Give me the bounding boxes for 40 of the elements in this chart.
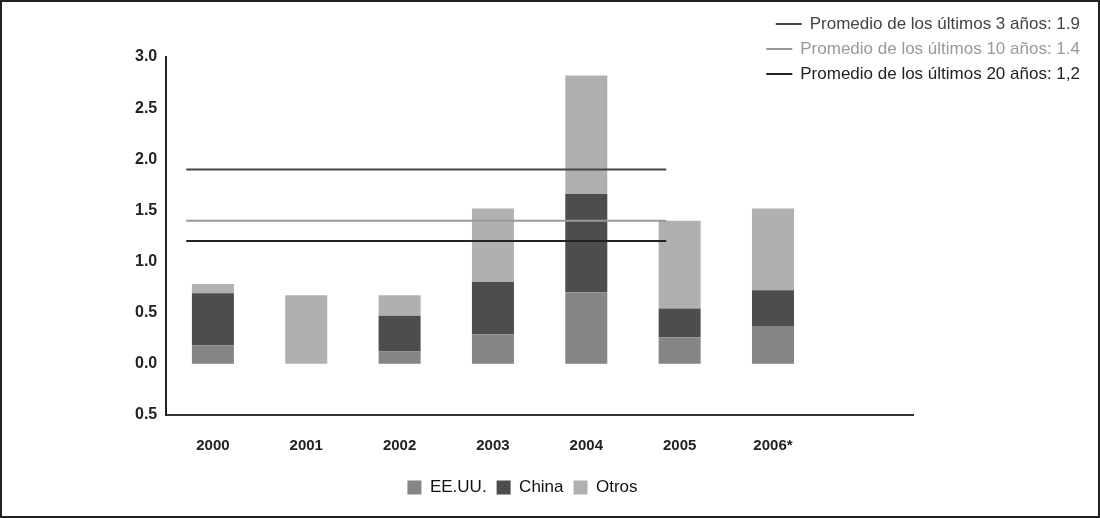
y-tick-label: 0.0 <box>134 354 158 372</box>
legend-label: Promedio de los últimos 3 años: 1.9 <box>809 13 1080 33</box>
legend-label: China <box>519 477 565 497</box>
x-tick-label: 2001 <box>289 436 323 454</box>
legend-label: Otros <box>596 477 638 497</box>
bar <box>658 220 701 309</box>
bar <box>378 351 421 364</box>
x-tick-label: 2004 <box>569 436 604 454</box>
y-tick-label: 2.0 <box>134 149 158 167</box>
bar <box>751 326 794 364</box>
y-tick-label: 1.0 <box>134 251 158 269</box>
bar <box>191 293 234 346</box>
y-tick-label: 3.0 <box>134 47 158 65</box>
bar <box>565 194 608 293</box>
bar <box>565 75 608 195</box>
x-tick-label: 2006* <box>753 436 793 454</box>
bar <box>378 295 421 316</box>
bar <box>751 208 794 291</box>
y-tick-label: 0.5 <box>134 405 158 423</box>
bar <box>751 290 794 327</box>
legend-label: EE.UU. <box>429 477 487 497</box>
bar <box>285 295 328 364</box>
y-tick-label: 0.5 <box>134 303 158 321</box>
bar <box>191 284 234 294</box>
bar <box>191 345 234 364</box>
legend-label: Promedio de los últimos 10 años: 1.4 <box>800 38 1080 58</box>
bar <box>378 315 421 352</box>
bar <box>471 282 514 335</box>
bar <box>658 308 701 338</box>
y-tick-label: 2.5 <box>134 98 158 116</box>
bar <box>565 292 608 364</box>
x-tick-label: 2005 <box>662 436 697 454</box>
x-tick-label: 2002 <box>382 436 417 454</box>
x-tick-label: 2000 <box>196 436 230 454</box>
x-tick-label: 2003 <box>476 436 510 454</box>
y-tick-label: 1.5 <box>134 200 158 218</box>
bar <box>471 208 514 283</box>
bar <box>658 337 701 364</box>
legend-label: Promedio de los últimos 20 años: 1,2 <box>800 63 1080 83</box>
bar <box>471 334 514 364</box>
